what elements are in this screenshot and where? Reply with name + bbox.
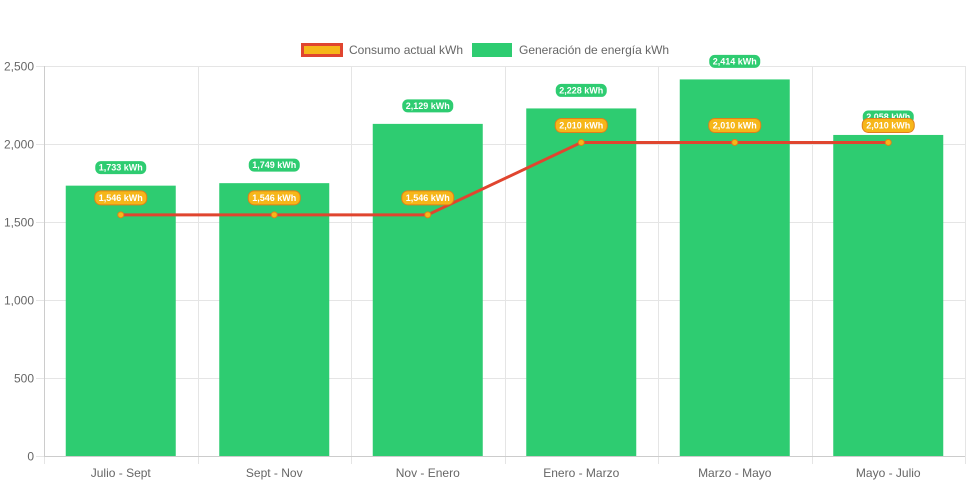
- generation-data-label: 2,228 kWh: [554, 82, 608, 98]
- generation-data-label-bg: [247, 157, 301, 173]
- consumption-point: [424, 211, 432, 219]
- legend: Consumo actual kWh Generación de energía …: [301, 43, 669, 57]
- generation-data-label-text: 2,414 kWh: [713, 56, 757, 66]
- consumption-line: [120, 140, 889, 217]
- consumption-data-label-text: 2,010 kWh: [866, 120, 910, 130]
- generation-data-label: 1,749 kWh: [247, 157, 301, 173]
- data-labels: 1,733 kWh 1,749 kWh 2,129 kWh 2,228 kWh 2,41…: [94, 53, 915, 206]
- x-tick-label: Julio - Sept: [91, 466, 152, 480]
- consumption-data-label-bg: [247, 190, 301, 206]
- generation-data-label-text: 2,228 kWh: [559, 85, 603, 95]
- y-tick-label: 2,500: [4, 60, 34, 74]
- generation-data-label-text: 2,058 kWh: [866, 112, 910, 122]
- consumption-data-label-text: 1,546 kWh: [252, 193, 296, 203]
- generation-data-label-bg: [554, 82, 608, 98]
- grid: [36, 66, 966, 464]
- generation-data-label-text: 1,733 kWh: [99, 163, 143, 173]
- consumption-data-label: 1,546 kWh: [401, 190, 455, 206]
- consumption-data-label: 2,010 kWh: [708, 117, 762, 133]
- axes: 0 500 1,000 1,500 2,000 2,500 Julio - Sept Sept…: [4, 60, 965, 480]
- consumption-point: [117, 211, 125, 219]
- y-tick-label: 0: [27, 450, 34, 464]
- line-series: [117, 138, 892, 219]
- generation-data-label: 1,733 kWh: [94, 160, 148, 176]
- generation-bar: [219, 183, 330, 456]
- consumption-data-label: 1,546 kWh: [94, 190, 148, 206]
- consumption-point: [884, 138, 892, 146]
- consumption-data-label: 2,010 kWh: [861, 117, 915, 133]
- generation-data-label: 2,414 kWh: [708, 53, 762, 69]
- generation-bar: [372, 123, 483, 456]
- x-tick-label: Sept - Nov: [246, 466, 303, 480]
- consumption-data-label-text: 1,546 kWh: [406, 193, 450, 203]
- consumption-data-label: 2,010 kWh: [554, 117, 608, 133]
- generation-bar: [526, 108, 637, 456]
- bar-series: [65, 79, 944, 457]
- consumption-data-label-bg: [94, 190, 148, 206]
- consumption-data-label-text: 1,546 kWh: [99, 193, 143, 203]
- consumption-point: [270, 211, 278, 219]
- legend-label-generation: Generación de energía kWh: [519, 43, 669, 57]
- generation-bar: [833, 134, 944, 456]
- y-tick-label: 500: [14, 372, 34, 386]
- y-tick-label: 2,000: [4, 138, 34, 152]
- x-tick-label: Mayo - Julio: [856, 466, 921, 480]
- legend-label-consumption: Consumo actual kWh: [349, 43, 463, 57]
- generation-data-label-text: 2,129 kWh: [406, 101, 450, 111]
- generation-bar: [679, 79, 790, 456]
- generation-data-label-bg: [94, 160, 148, 176]
- x-tick-label: Marzo - Mayo: [698, 466, 772, 480]
- consumption-point: [577, 138, 585, 146]
- generation-data-label-bg: [708, 53, 762, 69]
- consumption-data-label-bg: [554, 117, 608, 133]
- y-tick-label: 1,500: [4, 216, 34, 230]
- generation-bar: [65, 185, 176, 457]
- x-tick-label: Nov - Enero: [396, 466, 460, 480]
- consumption-data-label-text: 2,010 kWh: [559, 120, 603, 130]
- legend-swatch-generation: [472, 43, 512, 57]
- generation-data-label-bg: [401, 98, 455, 114]
- legend-swatch-consumption: [301, 43, 343, 57]
- generation-data-label: 2,129 kWh: [401, 98, 455, 114]
- consumption-data-label-text: 2,010 kWh: [713, 120, 757, 130]
- consumption-data-label-bg: [861, 117, 915, 133]
- y-tick-label: 1,000: [4, 294, 34, 308]
- consumption-point: [731, 138, 739, 146]
- consumption-data-label-bg: [401, 190, 455, 206]
- consumption-data-label-bg: [708, 117, 762, 133]
- x-tick-label: Enero - Marzo: [543, 466, 619, 480]
- consumption-data-label: 1,546 kWh: [247, 190, 301, 206]
- generation-data-label-text: 1,749 kWh: [252, 160, 296, 170]
